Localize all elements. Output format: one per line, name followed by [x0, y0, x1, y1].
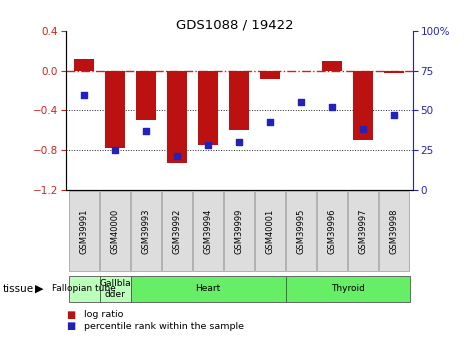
Text: ■: ■ [66, 310, 75, 319]
Bar [105, 71, 125, 148]
Bar [353, 71, 373, 140]
Point [112, 147, 119, 153]
Text: GSM39995: GSM39995 [297, 208, 306, 254]
Text: GSM40000: GSM40000 [111, 208, 120, 254]
Bar [384, 71, 404, 73]
Text: log ratio: log ratio [84, 310, 124, 319]
Text: percentile rank within the sample: percentile rank within the sample [84, 322, 244, 331]
Text: Gallbla
dder: Gallbla dder [99, 279, 131, 299]
Text: GDS1088 / 19422: GDS1088 / 19422 [176, 19, 293, 32]
Bar [167, 71, 187, 163]
Text: Fallopian tube: Fallopian tube [53, 284, 116, 294]
Bar [260, 71, 280, 79]
Bar [198, 71, 218, 145]
Point [204, 142, 212, 148]
Point [328, 105, 336, 110]
Text: Heart: Heart [196, 284, 221, 294]
Text: GSM39991: GSM39991 [80, 208, 89, 254]
Text: GSM39999: GSM39999 [234, 208, 244, 254]
Bar [74, 59, 94, 71]
Text: GSM39992: GSM39992 [173, 208, 182, 254]
Text: tissue: tissue [2, 284, 33, 294]
Point [297, 100, 305, 105]
Point [143, 128, 150, 134]
Text: GSM40001: GSM40001 [265, 208, 275, 254]
Text: GSM39993: GSM39993 [142, 208, 151, 254]
Point [174, 154, 181, 159]
Point [390, 112, 398, 118]
Point [266, 119, 274, 124]
Text: ■: ■ [66, 321, 75, 331]
Text: Thyroid: Thyroid [331, 284, 364, 294]
Point [235, 139, 243, 145]
Text: GSM39997: GSM39997 [359, 208, 368, 254]
Point [359, 127, 367, 132]
Text: GSM39996: GSM39996 [328, 208, 337, 254]
Text: GSM39994: GSM39994 [204, 208, 213, 254]
Text: ▶: ▶ [35, 284, 44, 294]
Bar [229, 71, 249, 130]
Bar [322, 61, 342, 71]
Bar [136, 71, 156, 120]
Text: GSM39998: GSM39998 [390, 208, 399, 254]
Point [81, 92, 88, 97]
